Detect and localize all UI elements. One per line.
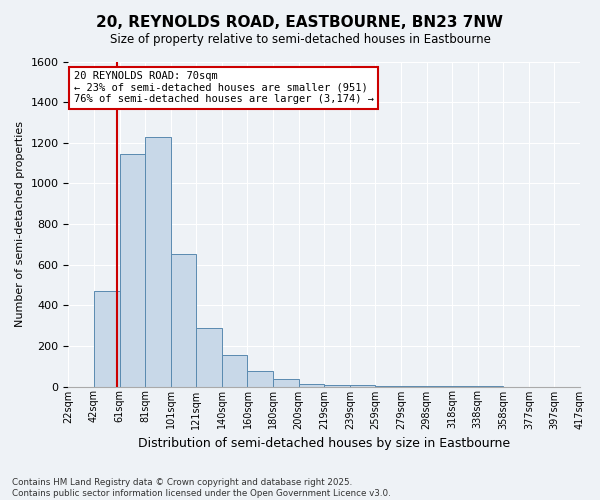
Text: Contains HM Land Registry data © Crown copyright and database right 2025.
Contai: Contains HM Land Registry data © Crown c…: [12, 478, 391, 498]
X-axis label: Distribution of semi-detached houses by size in Eastbourne: Distribution of semi-detached houses by …: [138, 437, 510, 450]
Text: 20, REYNOLDS ROAD, EASTBOURNE, BN23 7NW: 20, REYNOLDS ROAD, EASTBOURNE, BN23 7NW: [97, 15, 503, 30]
Bar: [324, 385, 350, 386]
Bar: [222, 355, 247, 386]
Text: Size of property relative to semi-detached houses in Eastbourne: Size of property relative to semi-detach…: [110, 32, 490, 46]
Bar: [119, 154, 145, 386]
Text: 20 REYNOLDS ROAD: 70sqm
← 23% of semi-detached houses are smaller (951)
76% of s: 20 REYNOLDS ROAD: 70sqm ← 23% of semi-de…: [74, 72, 374, 104]
Bar: [299, 384, 324, 386]
Bar: [94, 291, 119, 386]
Bar: [247, 372, 273, 386]
Bar: [273, 380, 299, 386]
Bar: [145, 136, 171, 386]
Y-axis label: Number of semi-detached properties: Number of semi-detached properties: [15, 121, 25, 327]
Bar: [196, 328, 222, 386]
Bar: [171, 254, 196, 386]
